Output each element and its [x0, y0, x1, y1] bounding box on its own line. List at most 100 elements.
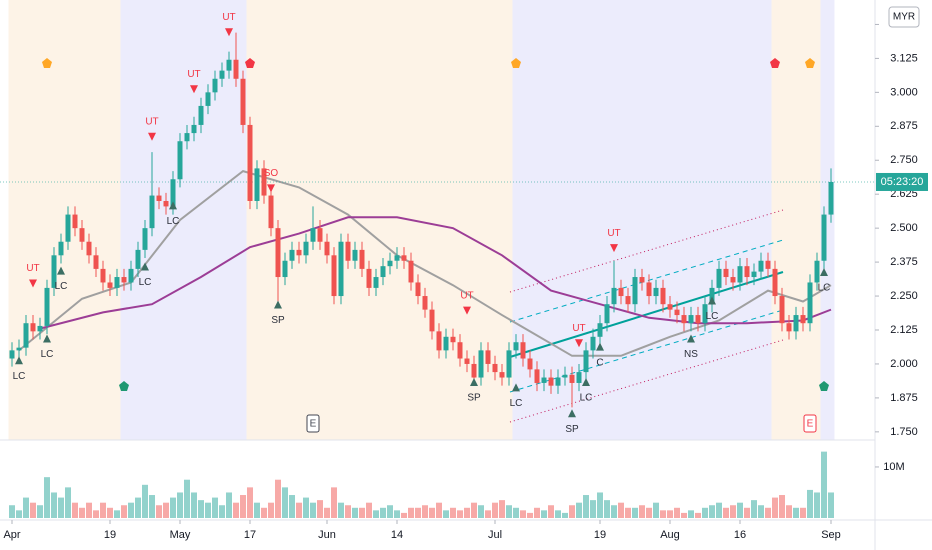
candle-body: [604, 304, 610, 324]
volume-bar: [394, 510, 400, 518]
signal-label: C: [596, 357, 603, 368]
volume-bar: [443, 510, 449, 518]
candle-body: [338, 241, 344, 297]
candle-body: [282, 260, 288, 278]
candle-body: [583, 350, 589, 373]
event-box: [803, 414, 817, 433]
countdown-label: 05:23:20: [881, 176, 924, 188]
volume-bar: [527, 512, 533, 518]
signal-label: LC: [139, 277, 152, 288]
trend-line: [509, 271, 784, 358]
candle-body: [611, 287, 617, 305]
volume-bar: [170, 497, 176, 518]
volume-bar: [100, 502, 106, 518]
volume-bar: [261, 507, 267, 518]
signal-arrow: [582, 377, 590, 386]
candle-body: [366, 268, 372, 288]
candle-body: [408, 260, 414, 283]
signal-arrow: [575, 339, 583, 348]
volume-bar: [499, 500, 505, 518]
signal-arrow: [141, 262, 149, 271]
volume-bar: [695, 512, 701, 518]
signal-label: LC: [55, 281, 68, 292]
volume-bar: [233, 502, 239, 518]
volume-bar: [625, 507, 631, 518]
candle-body: [786, 323, 792, 332]
volume-bar: [667, 510, 673, 518]
candle-body: [156, 195, 162, 201]
candle-body: [821, 214, 827, 261]
volume-bar: [72, 502, 78, 518]
candle-body: [233, 59, 239, 79]
y-tick-label: 2.125: [890, 324, 918, 336]
signal-arrow: [169, 201, 177, 210]
volume-bar: [590, 500, 596, 518]
candle-body: [135, 249, 141, 269]
volume-bar: [86, 502, 92, 518]
candle-body: [443, 336, 449, 351]
candle-body: [9, 350, 15, 359]
session-region: [820, 0, 835, 440]
volume-bar: [464, 507, 470, 518]
candle-body: [709, 287, 715, 305]
candle-body: [485, 350, 491, 364]
volume-bar: [296, 502, 302, 518]
signal-label: UT: [572, 323, 585, 334]
candle-body: [324, 241, 330, 256]
volume-bar: [23, 497, 29, 518]
x-tick-label: 19: [594, 529, 606, 541]
volume-bar: [93, 510, 99, 518]
candle-body: [163, 200, 169, 207]
volume-bar: [212, 497, 218, 518]
session-region: [246, 0, 513, 440]
y-tick-label: 2.625: [890, 188, 918, 200]
pentagon-marker: [770, 58, 780, 68]
event-box: [306, 414, 320, 433]
volume-bar: [513, 507, 519, 518]
y-tick-label: 3.000: [890, 86, 918, 98]
signal-label: LC: [580, 393, 593, 404]
candle-body: [737, 266, 743, 283]
candle-body: [16, 347, 22, 351]
volume-bar: [30, 502, 36, 518]
signal-label: UT: [607, 228, 620, 239]
volume-bar: [716, 502, 722, 518]
volume-bar: [16, 510, 22, 518]
volume-bar: [156, 505, 162, 518]
volume-bar: [541, 510, 547, 518]
volume-bar: [681, 512, 687, 518]
volume-bar: [317, 500, 323, 518]
signal-arrow: [820, 267, 828, 276]
volume-bar: [534, 507, 540, 518]
volume-bar: [478, 505, 484, 518]
candle-body: [394, 255, 400, 261]
session-region: [771, 0, 821, 440]
candle-body: [184, 133, 190, 142]
y-tick-label: 2.250: [890, 290, 918, 302]
candle-body: [247, 124, 253, 201]
volume-bar: [800, 507, 806, 518]
volume-bar: [121, 505, 127, 518]
volume-bar: [331, 487, 337, 518]
volume-bar: [240, 495, 246, 518]
candle-body: [100, 268, 106, 283]
volume-bar: [471, 502, 477, 518]
volume-bar: [429, 507, 435, 518]
candle-body: [226, 59, 232, 71]
candle-body: [79, 228, 85, 242]
volume-bar: [828, 492, 834, 518]
volume-bar: [583, 495, 589, 518]
pentagon-marker: [805, 58, 815, 68]
volume-bar: [758, 505, 764, 518]
volume-bar: [408, 507, 414, 518]
candle-body: [618, 287, 624, 297]
price-badge: [876, 172, 928, 191]
volume-bar: [597, 492, 603, 518]
candle-body: [268, 195, 274, 229]
session-region: [120, 0, 247, 440]
candle-body: [464, 358, 470, 364]
y-tick-label: 2.750: [890, 154, 918, 166]
y-tick-label: 2.375: [890, 256, 918, 268]
candle-body: [772, 268, 778, 297]
volume-bar: [128, 502, 134, 518]
